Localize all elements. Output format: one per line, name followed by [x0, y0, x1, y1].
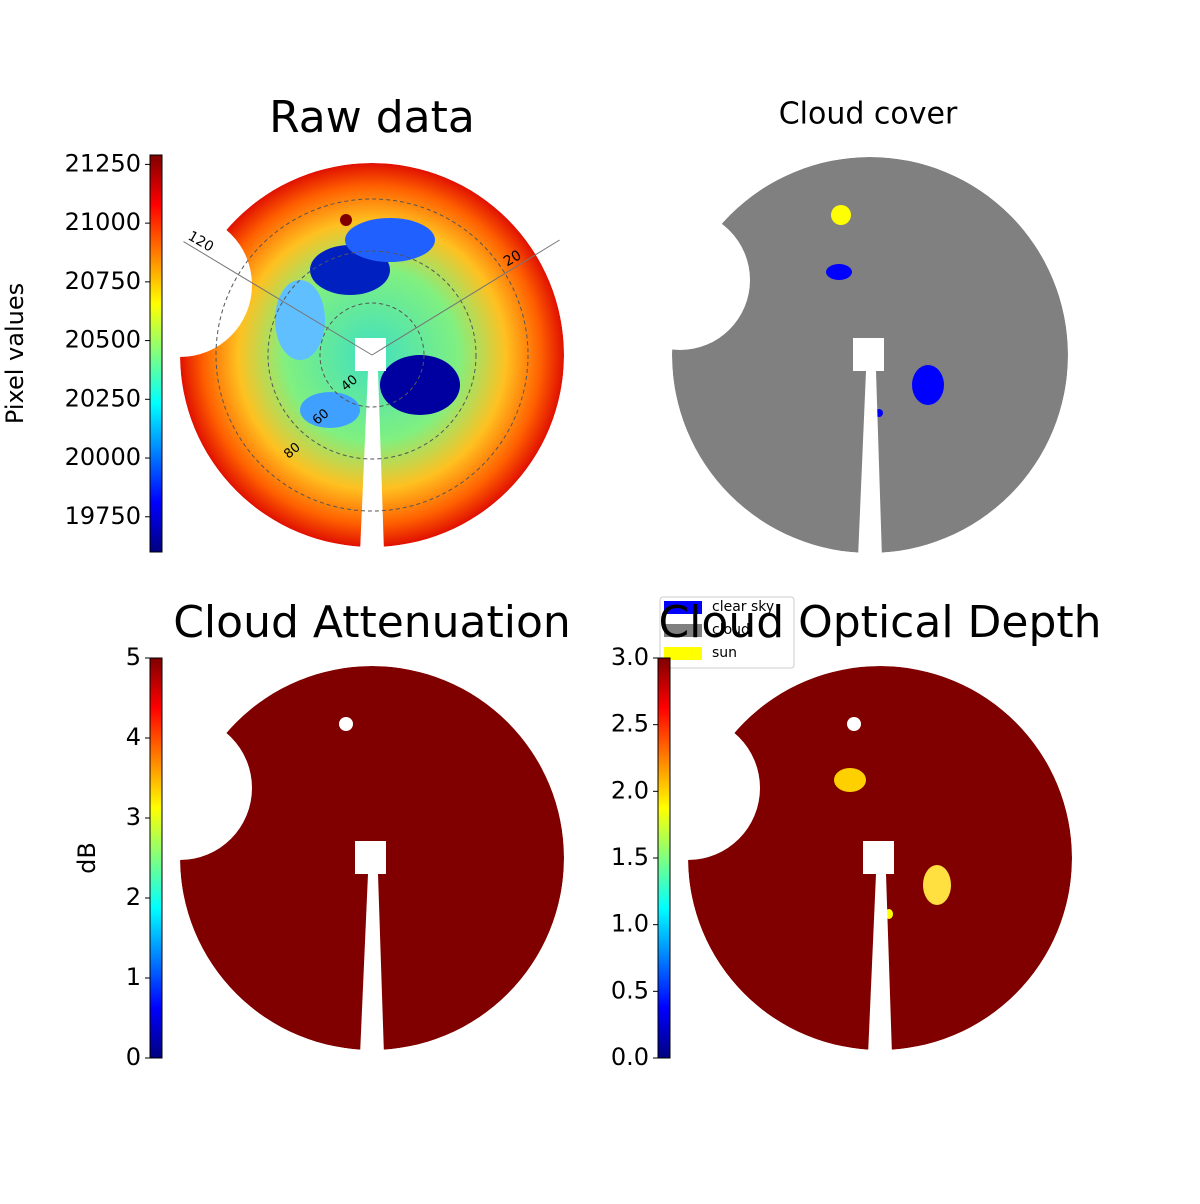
sky-base — [180, 666, 564, 1050]
polar-spoke — [183, 241, 373, 356]
sky-feature — [826, 264, 852, 280]
polar-ring — [267, 250, 477, 460]
polar-spoke — [371, 239, 560, 356]
panel-title: Cloud Attenuation — [173, 597, 571, 648]
polar-ring — [215, 198, 529, 512]
sky-image — [672, 157, 1068, 553]
sky-feature — [730, 240, 740, 290]
colorbar-tick-label: 20000 — [65, 443, 141, 471]
colorbar-label: Pixel values — [1, 283, 29, 424]
panel-title: Cloud Optical Depth — [658, 597, 1101, 648]
legend-label: cloud — [712, 622, 750, 638]
colorbar-tick-label: 20500 — [65, 326, 141, 354]
sky-base — [688, 666, 1072, 1050]
panel-title: Raw data — [269, 92, 475, 143]
colorbar-tick-label: 1.5 — [611, 843, 649, 871]
sky-feature — [875, 409, 883, 417]
sky-feature — [834, 768, 866, 792]
legend-label: clear sky — [712, 599, 774, 615]
legend-swatch — [664, 647, 702, 660]
colorbar-tick-label: 1.0 — [611, 910, 649, 938]
legend-swatch — [664, 624, 702, 637]
colorbar-tick-label: 3 — [126, 803, 141, 831]
legend-label: sun — [712, 645, 737, 661]
colorbar-tick-label: 21250 — [65, 149, 141, 177]
sky-feature — [885, 909, 893, 919]
sky-feature — [345, 218, 435, 262]
colorbar-tick-label: 2.5 — [611, 710, 649, 738]
polar-spoke-label: 20 — [501, 247, 524, 270]
colorbar-tick-label: 21000 — [65, 208, 141, 236]
sky-feature — [923, 865, 951, 905]
legend-swatch — [664, 601, 702, 614]
colorbar-tick-label: 20750 — [65, 267, 141, 295]
colorbar-tick-label: 0.5 — [611, 976, 649, 1004]
colorbar — [657, 657, 671, 1059]
sky-image — [688, 666, 1072, 1050]
colorbar-label: dB — [73, 842, 101, 874]
colorbar-tick-label: 2.0 — [611, 776, 649, 804]
sky-feature — [275, 280, 325, 360]
colorbar-tick-label: 0 — [126, 1043, 141, 1071]
sky-feature — [912, 365, 944, 405]
colorbar — [149, 154, 163, 553]
colorbar-tick-label: 0.0 — [611, 1043, 649, 1071]
colorbar-tick-label: 19750 — [65, 502, 141, 530]
colorbar-tick-label: 20250 — [65, 384, 141, 412]
colorbar-tick-label: 4 — [126, 723, 141, 751]
panel-title: Cloud cover — [779, 97, 958, 132]
colorbar-tick-label: 3.0 — [611, 643, 649, 671]
sky-feature — [831, 205, 851, 225]
sky-base — [672, 157, 1068, 553]
sky-feature — [380, 355, 460, 415]
sky-feature — [340, 214, 352, 226]
colorbar-tick-label: 5 — [126, 643, 141, 671]
sky-image — [180, 666, 564, 1050]
colorbar — [149, 657, 163, 1059]
sky-feature — [300, 392, 360, 428]
colorbar-tick-label: 2 — [126, 883, 141, 911]
colorbar-tick-label: 1 — [126, 963, 141, 991]
polar-ring — [319, 302, 425, 408]
